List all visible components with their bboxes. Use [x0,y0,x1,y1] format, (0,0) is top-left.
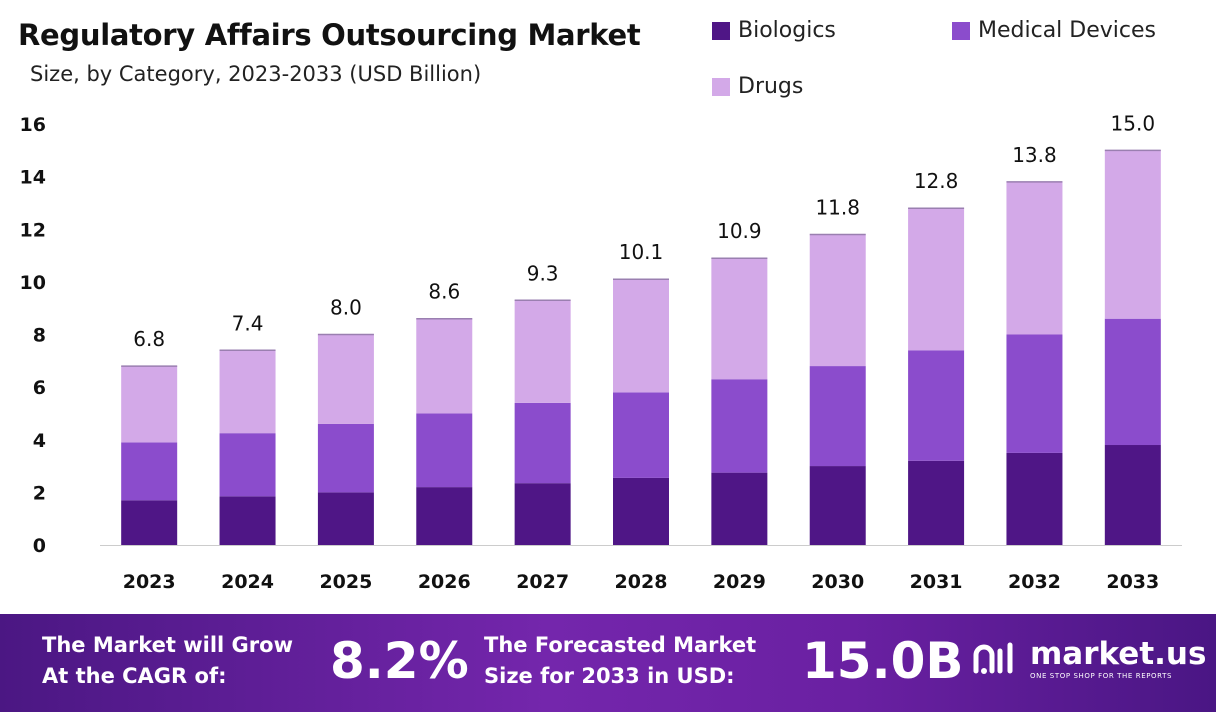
bar-segment-drugs [908,208,965,351]
x-tick-label: 2026 [418,571,471,593]
x-tick-label: 2027 [516,571,569,593]
legend-item-drugs: Drugs [712,74,803,99]
bar-total-label: 6.8 [133,327,165,351]
bar-segment-medical-devices [711,379,768,473]
bar-segment-drugs [809,234,866,367]
bar-segment-drugs [121,366,178,443]
y-tick-label: 16 [20,114,46,136]
bar-segment-drugs [1006,181,1063,335]
x-tick-label: 2031 [910,571,963,593]
bar-total-label: 9.3 [527,261,559,285]
bar-segment-drugs [219,350,276,434]
bar-segment-medical-devices [219,433,276,497]
x-tick-label: 2032 [1008,571,1061,593]
bar-segment-medical-devices [1104,318,1161,446]
forecast-value: 15.0B [802,632,964,690]
bar-segment-drugs [711,258,768,380]
brand-text-block: market.us ONE STOP SHOP FOR THE REPORTS [1030,638,1206,680]
brand-logo: market.us ONE STOP SHOP FOR THE REPORTS [972,638,1206,680]
bar-segment-drugs [416,318,473,414]
y-tick-label: 12 [20,219,46,241]
summary-banner: The Market will Grow At the CAGR of: 8.2… [0,614,1216,712]
y-tick-label: 0 [33,535,46,557]
bar-total-label: 10.1 [619,240,664,264]
y-tick-label: 8 [33,325,46,347]
x-tick-label: 2028 [615,571,668,593]
bar-segment-biologics [1104,445,1161,545]
bar-total-label: 15.0 [1111,111,1156,135]
bar-segment-biologics [514,483,571,545]
cagr-label-line1: The Market will Grow [42,633,293,657]
bar-segment-biologics [613,477,669,545]
legend-swatch-biologics [712,21,730,40]
bar-segment-drugs [613,279,669,393]
forecast-label-line1: The Forecasted Market [484,633,757,657]
x-tick-label: 2025 [319,571,372,593]
legend-swatch-medical-devices [952,21,970,40]
cagr-label-line2: At the CAGR of: [42,664,227,688]
x-tick-label: 2024 [221,571,274,593]
bar-segment-medical-devices [908,350,965,461]
bar-segment-medical-devices [317,423,374,493]
bar-total-label: 8.6 [428,280,460,304]
bar-total-label: 8.0 [330,296,362,320]
bar-segment-biologics [711,472,768,545]
legend-label-medical-devices: Medical Devices [978,18,1156,43]
legend-swatch-drugs [712,77,730,96]
bar-segment-medical-devices [1006,334,1063,453]
y-tick-label: 6 [33,377,46,399]
legend-item-medical-devices: Medical Devices [952,18,1156,43]
cagr-value: 8.2% [330,632,469,690]
y-tick-label: 2 [33,482,46,504]
bar-segment-biologics [121,500,178,545]
bar-segment-medical-devices [514,402,571,484]
bar-total-label: 7.4 [232,311,264,335]
bar-total-label: 10.9 [717,219,762,243]
bar-segment-biologics [1006,452,1063,545]
legend-item-biologics: Biologics [712,18,836,43]
x-tick-label: 2030 [811,571,864,593]
forecast-label-line2: Size for 2033 in USD: [484,664,735,688]
legend-label-biologics: Biologics [738,18,836,43]
bar-segment-drugs [514,300,571,403]
bar-segment-medical-devices [809,366,866,467]
bar-total-label: 12.8 [914,169,959,193]
bar-segment-biologics [317,492,374,545]
legend-label-drugs: Drugs [738,74,804,99]
bar-total-label: 13.8 [1012,143,1057,167]
chart-subtitle: Size, by Category, 2023-2033 (USD Billio… [30,62,482,86]
bar-segment-medical-devices [121,442,178,501]
cagr-label: The Market will Grow At the CAGR of: [42,630,293,692]
bar-segment-medical-devices [613,392,669,478]
bar-total-label: 11.8 [815,196,860,220]
x-tick-label: 2029 [713,571,766,593]
brand-tagline: ONE STOP SHOP FOR THE REPORTS [1030,672,1173,680]
bar-segment-biologics [908,460,965,545]
y-tick-label: 10 [20,272,46,294]
bar-segment-drugs [317,334,374,424]
y-tick-label: 14 [20,167,46,189]
y-tick-label: 4 [33,430,46,452]
market-us-logo-icon [973,642,1013,674]
brand-name: market.us [1030,636,1207,672]
x-tick-label: 2023 [123,571,176,593]
bar-segment-medical-devices [416,413,473,488]
x-tick-label: 2033 [1106,571,1159,593]
bar-segment-biologics [219,496,276,545]
stacked-bar-chart: 0 2 4 6 8 10 12 14 16 6.8 2023 7.4 2024 8.0 2025 8.6 202… [20,111,1182,593]
forecast-label: The Forecasted Market Size for 2033 in U… [484,630,756,692]
chart-title: Regulatory Affairs Outsourcing Market [18,18,641,52]
bar-segment-drugs [1104,150,1161,319]
bar-segment-biologics [416,487,473,545]
bar-segment-biologics [809,466,866,545]
